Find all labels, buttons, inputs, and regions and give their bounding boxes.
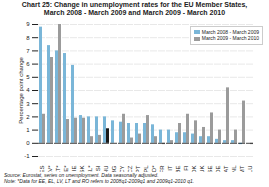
svg-text:CY: CY <box>119 165 125 172</box>
svg-text:9: 9 <box>26 21 30 27</box>
html-text:March 2008 - March 2009: March 2008 - March 2009 <box>201 28 259 35</box>
svg-text:EL*: EL* <box>87 165 93 172</box>
svg-text:Percentage point change: Percentage point change <box>18 56 24 123</box>
svg-text:2: 2 <box>26 114 30 120</box>
svg-text:7: 7 <box>26 48 30 54</box>
svg-text:UK: UK <box>199 165 205 172</box>
svg-text:DE: DE <box>215 165 221 172</box>
svg-text:LU: LU <box>247 165 253 172</box>
svg-text:PL: PL <box>143 165 149 172</box>
svg-text:6: 6 <box>26 61 30 67</box>
svg-text:EE*: EE* <box>63 165 69 172</box>
svg-text:0: 0 <box>26 140 30 146</box>
html-text:March 2009 - March 2010: March 2009 - March 2010 <box>201 35 259 42</box>
svg-text:SE: SE <box>207 165 213 172</box>
svg-text:AT: AT <box>223 165 229 172</box>
svg-text:MT: MT <box>239 165 245 172</box>
html-text:Note: *Data for EE, EL, LV, LT: Note: *Data for EE, EL, LV, LT and RO re… <box>4 177 195 184</box>
svg-text:3: 3 <box>26 100 30 106</box>
svg-text:8: 8 <box>26 34 30 40</box>
svg-text:LV*: LV* <box>47 165 53 172</box>
svg-text:FI: FI <box>183 165 189 171</box>
svg-text:HU: HU <box>103 165 109 172</box>
svg-text:RO*: RO* <box>151 165 157 172</box>
html-text:Chart 25: Change in unemployme: Chart 25: Change in unemployment rates f… <box>21 1 248 17</box>
svg-text:BG: BG <box>111 165 117 172</box>
svg-text:IT: IT <box>167 165 173 171</box>
svg-text:4: 4 <box>26 87 30 93</box>
svg-text:IE: IE <box>71 165 77 171</box>
svg-text:5: 5 <box>26 74 30 80</box>
svg-text:1: 1 <box>26 127 30 133</box>
svg-text:PT: PT <box>135 165 141 172</box>
svg-text:SI: SI <box>95 165 101 171</box>
svg-text:NL: NL <box>231 165 237 172</box>
svg-text:CZ: CZ <box>127 165 133 172</box>
svg-text:LT*: LT* <box>55 165 61 172</box>
svg-text:ES: ES <box>39 165 45 172</box>
svg-text:FR: FR <box>159 165 165 172</box>
svg-text:BE: BE <box>175 165 181 172</box>
svg-text:-1: -1 <box>24 153 30 159</box>
svg-text:SK: SK <box>79 165 85 172</box>
html-text:Source: Eurostat, series on un: Source: Eurostat, series on unemployment… <box>4 171 159 178</box>
svg-text:DK: DK <box>191 165 197 172</box>
